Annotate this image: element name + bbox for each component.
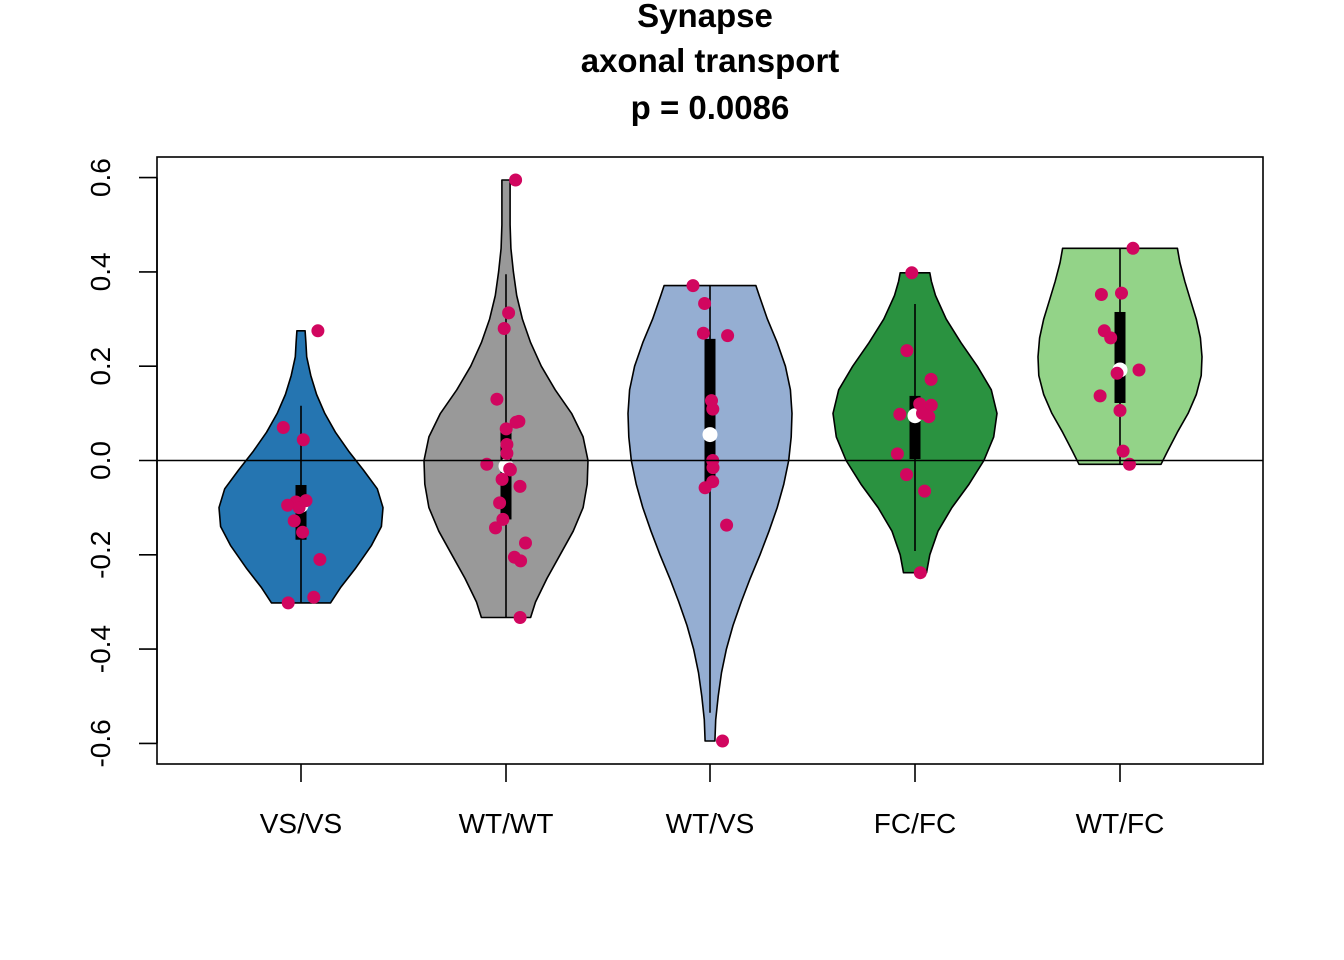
data-point-wt-wt [519,536,532,550]
data-point-wt-wt [497,322,511,335]
title-line-2: axonal transport [581,42,840,79]
x-tick-label-fc-fc: FC/FC [874,808,956,839]
data-point-wt-wt [503,463,517,477]
data-point-wt-vs [706,461,720,475]
violin-group-wt-wt [423,173,589,624]
data-point-vs-vs [287,514,301,528]
data-point-wt-wt [496,512,510,526]
data-point-wt-wt [509,173,523,187]
data-point-wt-vs [698,297,712,310]
y-tick-label: -0.2 [85,531,116,579]
iqr-box-fc-fc [909,395,921,460]
y-tick-label: 0.0 [85,441,116,480]
y-axis: -0.6 -0.4 -0.2 0.0 0.2 0.4 0.6 [85,158,158,768]
data-point-wt-wt [493,496,507,510]
x-axis: VS/VS WT/WT WT/VS FC/FC WT/FC [260,764,1165,839]
data-point-wt-vs [720,518,734,532]
data-point-fc-fc [922,410,936,424]
data-point-wt-fc [1110,366,1124,380]
data-point-fc-fc [900,468,913,482]
data-point-wt-wt [499,422,513,436]
data-point-wt-wt [495,472,509,486]
data-point-vs-vs [281,498,295,512]
data-point-wt-vs [686,279,700,293]
x-tick-label-wt-fc: WT/FC [1076,808,1165,839]
data-point-wt-fc [1094,288,1108,301]
data-point-wt-wt [514,554,528,568]
data-point-wt-vs [716,734,729,748]
violin-group-fc-fc [832,266,998,580]
y-tick-label: 0.2 [85,347,116,386]
data-point-wt-wt [513,611,527,624]
data-point-fc-fc [900,344,914,358]
data-point-vs-vs [299,494,313,508]
data-point-wt-wt [500,438,514,451]
data-point-wt-fc [1104,331,1118,345]
violin-group-wt-fc [1037,241,1203,471]
y-tick-label: 0.4 [85,252,116,291]
data-point-vs-vs [281,596,295,610]
data-point-vs-vs [311,324,325,338]
data-point-wt-vs [698,481,712,495]
data-point-wt-wt [490,392,504,406]
data-point-wt-fc [1116,444,1130,458]
data-point-fc-fc [913,566,927,580]
data-point-vs-vs [313,553,327,566]
data-point-wt-wt [502,306,516,320]
iqr-box-wt-fc [1114,311,1126,403]
chart-title: Synapse axonal transport p = 0.0086 [581,0,840,126]
title-line-3: p = 0.0086 [631,89,790,126]
data-point-fc-fc [893,407,907,421]
data-point-wt-fc [1113,404,1127,417]
data-point-wt-vs [706,402,720,416]
x-tick-label-vs-vs: VS/VS [260,808,342,839]
data-point-wt-fc [1093,389,1107,403]
data-point-wt-wt [509,415,523,429]
data-point-wt-wt [513,479,527,493]
data-point-vs-vs [296,525,310,539]
violin-group-wt-vs [627,279,793,748]
data-point-fc-fc [924,398,938,412]
violin-group-vs-vs [218,324,384,610]
violins-layer [218,173,1203,748]
data-point-wt-wt [489,521,502,535]
data-point-fc-fc [924,372,938,386]
data-point-wt-wt [500,446,514,460]
data-point-wt-vs [721,329,735,343]
data-point-wt-fc [1115,286,1128,300]
median-marker-wt-vs [702,427,718,443]
data-point-wt-fc [1132,363,1146,377]
data-point-fc-fc [905,266,919,280]
data-point-vs-vs [307,590,321,604]
data-point-fc-fc [890,447,904,461]
data-point-wt-vs [696,326,710,340]
title-line-1: Synapse [637,0,773,34]
data-point-wt-fc [1126,241,1140,255]
data-point-vs-vs [276,421,290,434]
y-tick-label: -0.4 [85,625,116,673]
x-tick-label-wt-wt: WT/WT [459,808,554,839]
y-tick-label: -0.6 [85,719,116,767]
x-tick-label-wt-vs: WT/VS [666,808,755,839]
y-tick-label: 0.6 [85,158,116,197]
data-point-vs-vs [296,433,310,447]
data-point-fc-fc [918,484,932,498]
